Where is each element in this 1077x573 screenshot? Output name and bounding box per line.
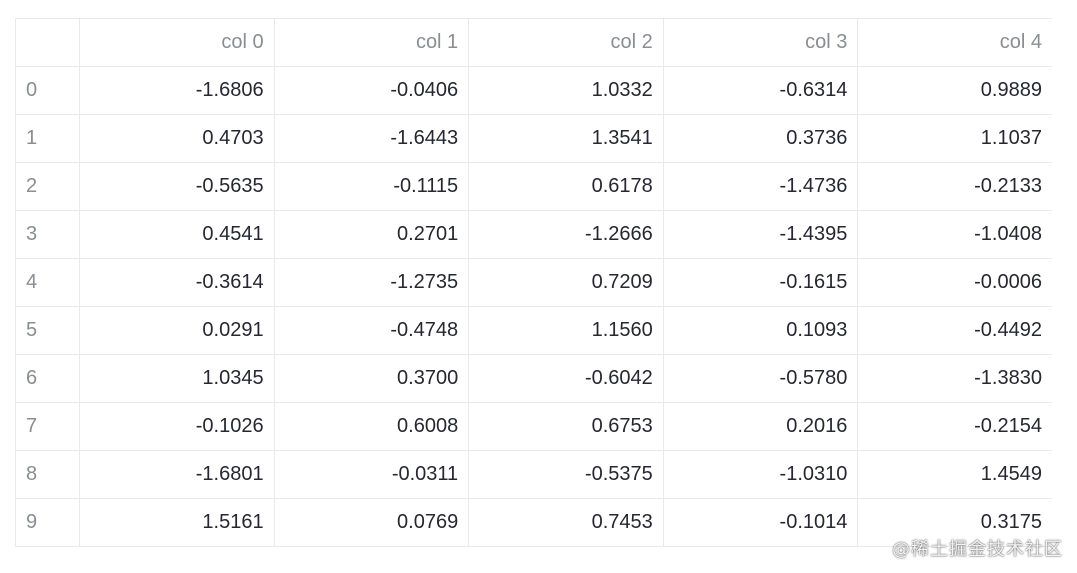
data-cell[interactable]: -1.2735 (273, 258, 470, 307)
data-cell[interactable]: -1.6801 (79, 450, 275, 499)
row-index-cell: 3 (15, 210, 80, 259)
data-cell[interactable]: -0.1615 (662, 258, 859, 307)
row-index-cell: 0 (15, 66, 80, 115)
data-cell[interactable]: -0.0311 (273, 450, 470, 499)
column-header-col-3[interactable]: col 3 (662, 18, 859, 67)
row-index-cell: 8 (15, 450, 80, 499)
data-cell[interactable]: -0.4748 (273, 306, 470, 355)
column-header-col-4[interactable]: col 4 (857, 18, 1052, 67)
data-cell[interactable]: -0.1026 (79, 402, 275, 451)
table-row: 2 -0.5635 -0.1115 0.6178 -1.4736 -0.2133 (15, 162, 1052, 211)
column-header-col-1[interactable]: col 1 (273, 18, 470, 67)
data-cell[interactable]: 0.2016 (662, 402, 859, 451)
row-index-cell: 5 (15, 306, 80, 355)
data-cell[interactable]: 0.3736 (662, 114, 859, 163)
data-cell[interactable]: 0.4703 (79, 114, 275, 163)
data-cell[interactable]: -1.4736 (662, 162, 859, 211)
data-cell[interactable]: -0.0406 (273, 66, 470, 115)
data-cell[interactable]: 0.3175 (857, 498, 1052, 547)
row-index-cell: 2 (15, 162, 80, 211)
row-index-cell: 9 (15, 498, 80, 547)
data-cell[interactable]: -1.0408 (857, 210, 1052, 259)
table-row: 9 1.5161 0.0769 0.7453 -0.1014 0.3175 (15, 498, 1052, 547)
data-cell[interactable]: 0.6753 (468, 402, 664, 451)
data-cell[interactable]: 1.0345 (79, 354, 275, 403)
data-cell[interactable]: -0.3614 (79, 258, 275, 307)
row-index-cell: 1 (15, 114, 80, 163)
data-cell[interactable]: 0.4541 (79, 210, 275, 259)
data-cell[interactable]: 1.1560 (468, 306, 664, 355)
data-cell[interactable]: -1.2666 (468, 210, 664, 259)
data-cell[interactable]: 1.4549 (857, 450, 1052, 499)
data-cell[interactable]: 0.0769 (273, 498, 470, 547)
data-cell[interactable]: 1.1037 (857, 114, 1052, 163)
data-cell[interactable]: -1.6443 (273, 114, 470, 163)
data-cell[interactable]: -0.5375 (468, 450, 664, 499)
data-cell[interactable]: -0.5635 (79, 162, 275, 211)
data-cell[interactable]: 0.6008 (273, 402, 470, 451)
table-row: 7 -0.1026 0.6008 0.6753 0.2016 -0.2154 (15, 402, 1052, 451)
data-cell[interactable]: -1.6806 (79, 66, 275, 115)
column-header-col-0[interactable]: col 0 (79, 18, 275, 67)
data-cell[interactable]: 0.1093 (662, 306, 859, 355)
data-cell[interactable]: -0.0006 (857, 258, 1052, 307)
table-row: 5 0.0291 -0.4748 1.1560 0.1093 -0.4492 (15, 306, 1052, 355)
data-cell[interactable]: -0.1115 (273, 162, 470, 211)
data-cell[interactable]: 0.7209 (468, 258, 664, 307)
table-row: 8 -1.6801 -0.0311 -0.5375 -1.0310 1.4549 (15, 450, 1052, 499)
data-cell[interactable]: 0.7453 (468, 498, 664, 547)
row-index-cell: 4 (15, 258, 80, 307)
data-cell[interactable]: -1.0310 (662, 450, 859, 499)
data-cell[interactable]: 0.9889 (857, 66, 1052, 115)
data-cell[interactable]: 0.6178 (468, 162, 664, 211)
data-cell[interactable]: -1.4395 (662, 210, 859, 259)
dataframe-table-container[interactable]: col 0 col 1 col 2 col 3 col 4 0 -1.6806 … (15, 18, 1052, 558)
data-cell[interactable]: -0.6314 (662, 66, 859, 115)
data-cell[interactable]: 1.3541 (468, 114, 664, 163)
data-cell[interactable]: 0.3700 (273, 354, 470, 403)
data-cell[interactable]: -1.3830 (857, 354, 1052, 403)
index-header-cell (15, 18, 80, 67)
data-cell[interactable]: 1.5161 (79, 498, 275, 547)
data-cell[interactable]: -0.4492 (857, 306, 1052, 355)
data-cell[interactable]: -0.6042 (468, 354, 664, 403)
table-row: 1 0.4703 -1.6443 1.3541 0.3736 1.1037 (15, 114, 1052, 163)
table-row: 0 -1.6806 -0.0406 1.0332 -0.6314 0.9889 (15, 66, 1052, 115)
row-index-cell: 7 (15, 402, 80, 451)
table-row: 6 1.0345 0.3700 -0.6042 -0.5780 -1.3830 (15, 354, 1052, 403)
data-cell[interactable]: 1.0332 (468, 66, 664, 115)
table-row: 4 -0.3614 -1.2735 0.7209 -0.1615 -0.0006 (15, 258, 1052, 307)
watermark: @稀土掘金技术社区 (892, 539, 1063, 560)
column-header-col-2[interactable]: col 2 (468, 18, 664, 67)
data-cell[interactable]: -0.5780 (662, 354, 859, 403)
data-cell[interactable]: 0.2701 (273, 210, 470, 259)
table-row: 3 0.4541 0.2701 -1.2666 -1.4395 -1.0408 (15, 210, 1052, 259)
header-row: col 0 col 1 col 2 col 3 col 4 (15, 18, 1052, 67)
data-cell[interactable]: -0.2154 (857, 402, 1052, 451)
data-cell[interactable]: 0.0291 (79, 306, 275, 355)
data-cell[interactable]: -0.2133 (857, 162, 1052, 211)
dataframe-table[interactable]: col 0 col 1 col 2 col 3 col 4 0 -1.6806 … (15, 18, 1052, 547)
data-cell[interactable]: -0.1014 (662, 498, 859, 547)
row-index-cell: 6 (15, 354, 80, 403)
